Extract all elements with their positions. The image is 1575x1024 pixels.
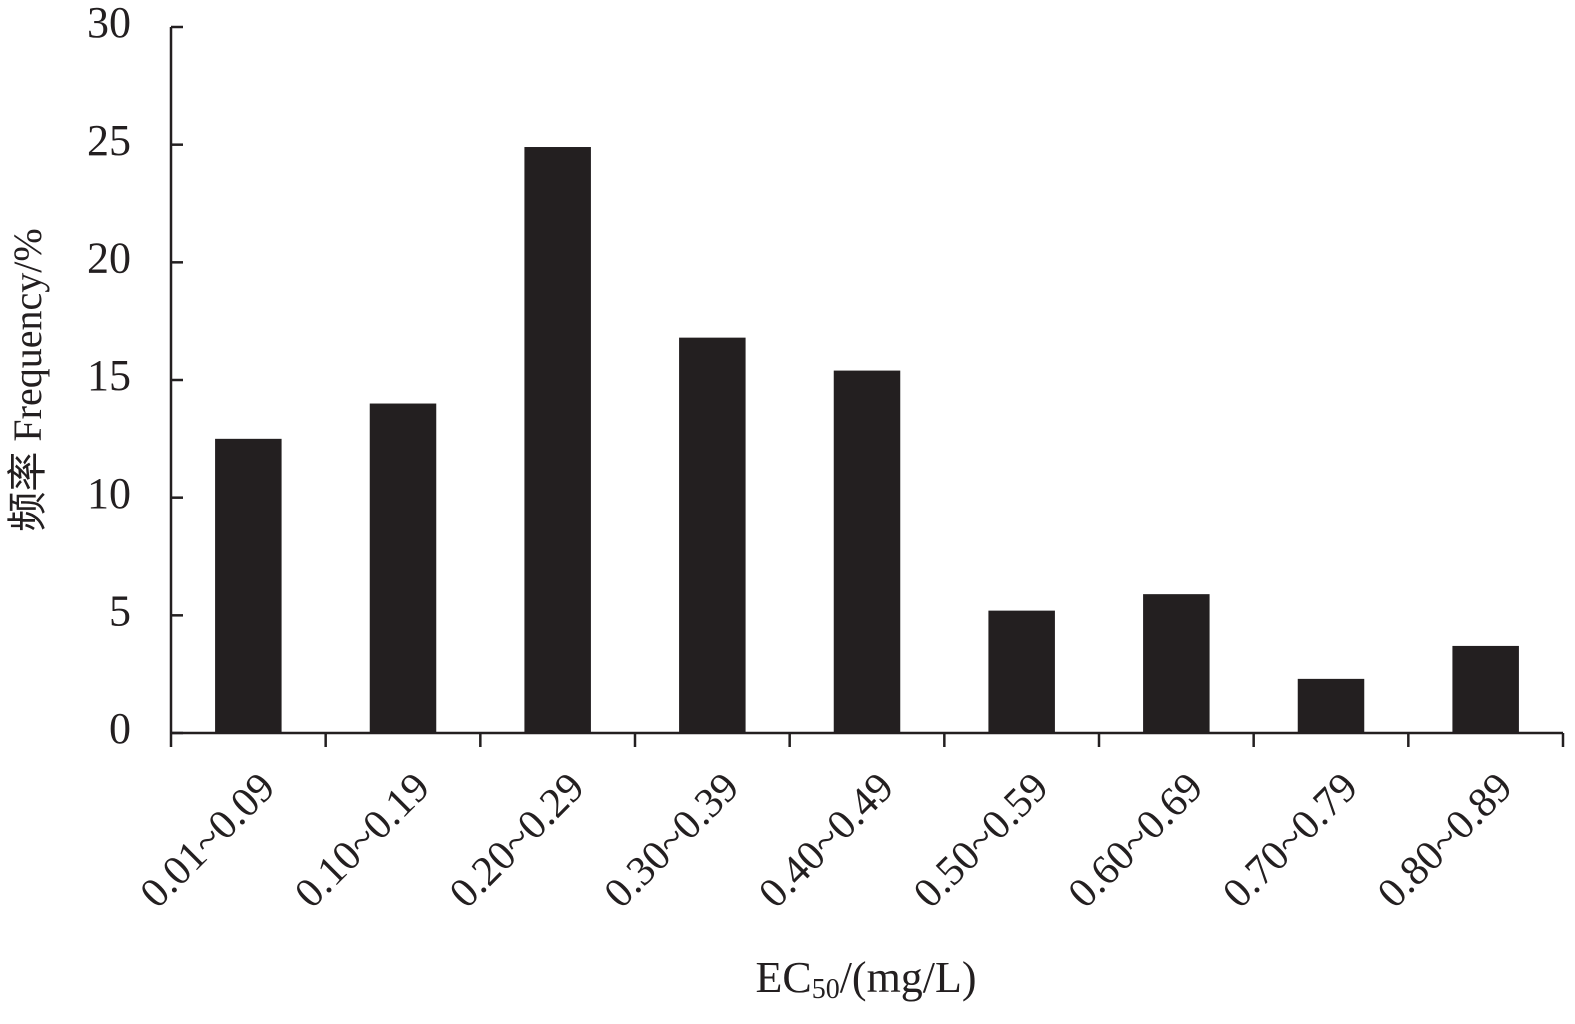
x-tick-label: 0.30~0.39 — [596, 764, 749, 917]
x-axis-label-main: EC — [755, 953, 811, 1002]
y-tick-label: 30 — [87, 0, 131, 47]
x-axis-label-rest: /(mg/L) — [840, 953, 977, 1002]
bar — [833, 370, 901, 733]
x-tick-label: 0.60~0.69 — [1060, 764, 1213, 917]
y-tick-label: 0 — [109, 704, 131, 753]
bar — [215, 438, 282, 733]
x-tick-label: 0.80~0.89 — [1369, 764, 1522, 917]
x-tick-label: 0.10~0.19 — [286, 764, 439, 917]
x-axis-label: EC50/(mg/L) — [755, 953, 976, 1005]
y-tick-label: 5 — [109, 586, 131, 635]
bar — [524, 147, 591, 733]
bar — [1452, 645, 1519, 733]
y-axis-label: 频率 Frequency/% — [5, 228, 50, 531]
x-tick-label: 0.20~0.29 — [441, 764, 594, 917]
bar — [1143, 594, 1210, 733]
y-tick-label: 10 — [87, 469, 131, 518]
bar — [369, 403, 437, 733]
x-tick-label: 0.50~0.59 — [905, 764, 1058, 917]
x-tick-label: 0.40~0.49 — [750, 764, 903, 917]
x-tick-label: 0.01~0.09 — [132, 764, 285, 917]
x-axis-label-sub: 50 — [812, 974, 840, 1005]
y-tick-label: 20 — [87, 233, 131, 282]
y-tick-label: 25 — [87, 116, 131, 165]
x-tick-label: 0.70~0.79 — [1214, 764, 1367, 917]
y-tick-label: 15 — [87, 351, 131, 400]
bar — [679, 337, 746, 733]
bar — [1297, 678, 1365, 733]
bar — [988, 610, 1055, 733]
